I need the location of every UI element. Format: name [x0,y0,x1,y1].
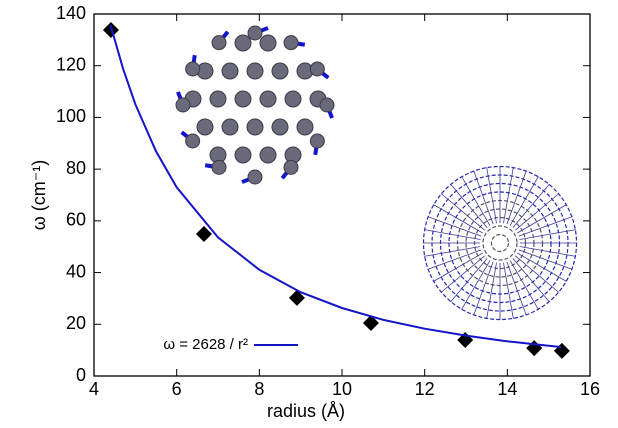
atom [211,35,227,51]
shell-spoke [427,249,482,270]
atom [259,146,277,164]
atom [234,146,252,164]
atom [175,97,191,113]
atom [284,90,302,108]
shell-spoke [450,258,488,303]
x-tick-label: 12 [415,379,435,399]
atom [283,159,299,175]
atom [221,118,239,136]
atom [211,159,227,175]
shell-spoke [509,176,539,226]
atom [319,97,335,113]
atom [259,90,277,108]
shell-spoke [512,183,550,228]
shell-spoke [440,255,485,293]
y-tick-label: 60 [66,210,86,230]
x-axis-label: radius (Å) [267,401,345,421]
atom [185,61,201,77]
atom [196,118,214,136]
legend-label: ω = 2628 / r² [163,336,248,353]
y-axis-label: ω (cm⁻¹) [29,160,49,231]
shell-spoke [424,246,481,257]
data-point [362,314,379,331]
shell-ring [473,216,527,270]
shell-spoke [461,176,491,226]
shell-spoke [518,249,573,270]
shell-spoke [519,229,576,240]
shell-spoke [433,252,483,282]
data-point [288,289,305,306]
atom [234,34,252,52]
atom [296,118,314,136]
molecule-insets [175,25,578,321]
atom [309,133,325,149]
shell-spoke [433,204,483,234]
y-tick-label: 80 [66,158,86,178]
shell-spoke [515,255,560,293]
x-tick-label: 6 [172,379,182,399]
shell-spoke [427,216,482,237]
shell-spoke [473,170,494,225]
shell-spoke [503,262,514,319]
shell-spoke [512,258,550,303]
data-point [526,340,543,357]
y-tick-label: 0 [76,365,86,385]
atom [246,62,264,80]
atom [209,90,227,108]
atom [247,25,263,41]
x-tick-label: 8 [254,379,264,399]
atom [271,118,289,136]
atom [185,133,201,149]
shell-spoke [515,193,560,231]
atom [283,35,299,51]
shell-spoke [509,260,539,310]
shell-spoke [486,262,497,319]
y-tick-label: 120 [56,54,86,74]
shell-spoke [519,246,576,257]
shell-spoke [517,204,567,234]
atom [259,34,277,52]
shell-spoke [517,252,567,282]
atom [246,118,264,136]
atom [309,61,325,77]
x-tick-label: 16 [580,379,600,399]
shell-spoke [450,183,488,228]
fit-line [109,24,562,349]
y-tick-label: 20 [66,313,86,333]
shell-ring [490,233,510,253]
shell-spoke [503,167,514,224]
y-tick-label: 140 [56,3,86,23]
shell-spoke [473,261,494,316]
x-tick-label: 10 [332,379,352,399]
shell-spoke [461,260,491,310]
shell-spoke [518,216,573,237]
x-tick-label: 14 [497,379,517,399]
shell-spoke [486,167,497,224]
atom [234,90,252,108]
shell-spoke [506,170,527,225]
x-tick-label: 4 [89,379,99,399]
y-tick-label: 100 [56,106,86,126]
shell-ring [482,225,518,261]
data-point [195,226,212,243]
shell-spoke [506,261,527,316]
data-point [553,342,570,359]
y-tick-label: 40 [66,261,86,281]
atom [221,62,239,80]
atom [271,62,289,80]
shell-spoke [440,193,485,231]
shell-spoke [424,229,481,240]
atom [247,169,263,185]
